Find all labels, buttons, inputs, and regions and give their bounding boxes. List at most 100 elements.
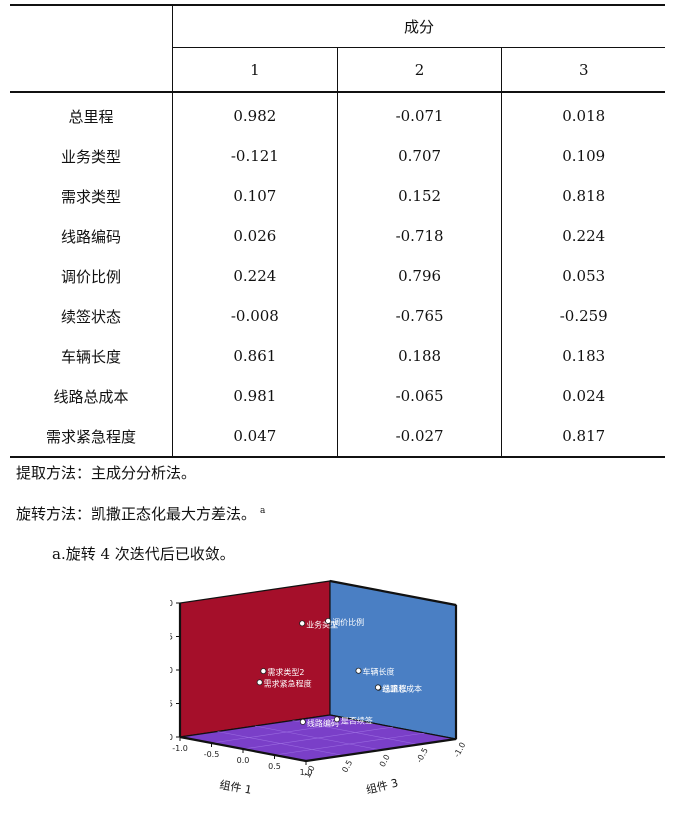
data-point-label: 需求紧急程度 <box>264 678 312 688</box>
table-cell: -0.718 <box>336 216 502 256</box>
data-point <box>256 679 263 686</box>
column-header-2: 2 <box>336 47 502 93</box>
x-tick-label: -1.0 <box>172 744 188 753</box>
rotation-footnote-marker: a <box>260 506 266 516</box>
table-cell: 0.818 <box>501 176 665 216</box>
table-row: 总里程 0.982 -0.071 0.018 <box>10 92 665 136</box>
table-cell: 0.817 <box>501 416 665 458</box>
column-header-3: 3 <box>501 47 665 93</box>
box-edge <box>305 737 457 763</box>
y-tick-label: 1.0 <box>170 599 173 608</box>
left-wall <box>179 580 331 738</box>
header-corner-cell <box>10 4 173 48</box>
table-cell: -0.121 <box>172 136 338 176</box>
row-label: 需求类型 <box>60 187 121 206</box>
back-wall <box>329 580 457 740</box>
z-tick-label: -1.0 <box>452 741 467 759</box>
table-cell: -0.027 <box>336 416 502 458</box>
y-tick-label: -0.5 <box>170 700 173 709</box>
table-cell: -0.765 <box>336 296 502 336</box>
x-tick-label: -0.5 <box>204 750 220 759</box>
z-tick-label: 0.5 <box>340 759 354 774</box>
extraction-method-note: 提取方法：主成分分析法。 <box>16 464 197 482</box>
y-tick-label: 0.0 <box>170 666 173 675</box>
header-corner-cell-lower <box>10 47 173 93</box>
table-cell: 0.796 <box>336 256 502 296</box>
floor-grid-line <box>274 732 425 756</box>
row-label: 线路总成本 <box>53 387 129 406</box>
component-matrix-table: 成分 1 2 3 总里程 0.982 -0.071 0.018 业务类型 -0.… <box>10 4 665 458</box>
table-cell: -0.071 <box>336 92 502 136</box>
data-point-label: 线路编码 <box>307 718 339 728</box>
data-point <box>260 668 267 675</box>
z-tick-label: -0.5 <box>415 746 430 764</box>
data-point <box>325 617 332 624</box>
column-header-1: 1 <box>172 47 338 93</box>
box-edge <box>329 579 457 607</box>
table-cell: 0.224 <box>172 256 338 296</box>
table-cell: 0.024 <box>501 376 665 416</box>
x-axis-title: 组件 1 <box>218 777 252 796</box>
table-cell: 0.982 <box>172 92 338 136</box>
table-row: 调价比例 0.224 0.796 0.053 <box>10 256 665 296</box>
row-label: 业务类型 <box>60 147 121 166</box>
table-row: 线路总成本 0.981 -0.065 0.024 <box>10 376 665 416</box>
data-point <box>355 667 362 674</box>
table-cell: -0.065 <box>336 376 502 416</box>
table-cell: 0.107 <box>172 176 338 216</box>
floor-grid-line <box>254 725 382 751</box>
table-cell: 0.109 <box>501 136 665 176</box>
table-cell: 0.047 <box>172 416 338 458</box>
rotation-method-text: 旋转方法：凯撒正态化最大方差法。 <box>16 505 257 523</box>
data-point <box>299 620 306 627</box>
data-point-label: 车辆长度 <box>363 667 395 677</box>
table-cell: 0.018 <box>501 92 665 136</box>
x-tick-label: 0.5 <box>268 762 281 771</box>
row-label: 车辆长度 <box>60 347 121 366</box>
table-cell: 0.861 <box>172 336 338 376</box>
row-label: 需求紧急程度 <box>10 416 173 458</box>
data-point-label: 是否续签 <box>341 715 373 725</box>
floor-grid-line <box>217 731 344 756</box>
z-tick-label: 1.0 <box>303 764 317 779</box>
y-tick-label: -1.0 <box>170 733 173 742</box>
table-row: 需求紧急程度 0.047 -0.027 0.817 <box>10 416 665 458</box>
table-cell: -0.008 <box>172 296 338 336</box>
plot-walls <box>178 579 458 763</box>
row-label: 调价比例 <box>60 267 121 286</box>
x-tick-label: 1.0 <box>300 768 313 777</box>
z-tick-label: 0.0 <box>378 753 392 768</box>
y-tick-label: 0.5 <box>170 633 173 642</box>
data-point-label: 总里程 <box>383 684 407 694</box>
data-point <box>333 716 340 723</box>
table-row: 业务类型 -0.121 0.707 0.109 <box>10 136 665 176</box>
table-row: 续签状态 -0.008 -0.765 -0.259 <box>10 296 665 336</box>
z-axis-title: 组件 3 <box>365 775 400 796</box>
table-cell: -0.259 <box>501 296 665 336</box>
component-header: 成分 <box>172 4 665 48</box>
data-point-label: 调价比例 <box>332 617 364 627</box>
table-cell: 0.183 <box>501 336 665 376</box>
rotation-method-note: 旋转方法：凯撒正态化最大方差法。 a <box>16 503 265 524</box>
table-cell: 0.188 <box>336 336 502 376</box>
data-point <box>299 718 306 725</box>
x-tick-label: 0.0 <box>237 756 250 765</box>
component-plot-3d: 1.00.50.0-0.5-1.0-1.0-0.50.00.51.01.00.5… <box>170 579 467 797</box>
table-cell: 0.707 <box>336 136 502 176</box>
table-row: 车辆长度 0.861 0.188 0.183 <box>10 336 665 376</box>
table-cell: 0.026 <box>172 216 338 256</box>
data-point-label: 需求类型2 <box>267 667 304 677</box>
row-label: 线路编码 <box>60 227 121 246</box>
table-cell: 0.152 <box>336 176 502 216</box>
data-point <box>375 684 382 691</box>
convergence-note: a.旋转 4 次迭代后已收敛。 <box>52 545 235 563</box>
table-cell: 0.224 <box>501 216 665 256</box>
table-row: 需求类型 0.107 0.152 0.818 <box>10 176 665 216</box>
table-cell: 0.981 <box>172 376 338 416</box>
row-label: 总里程 <box>68 107 114 126</box>
data-point-label: 线路总成本 <box>382 683 422 693</box>
table-cell: 0.053 <box>501 256 665 296</box>
row-label: 续签状态 <box>60 307 121 326</box>
